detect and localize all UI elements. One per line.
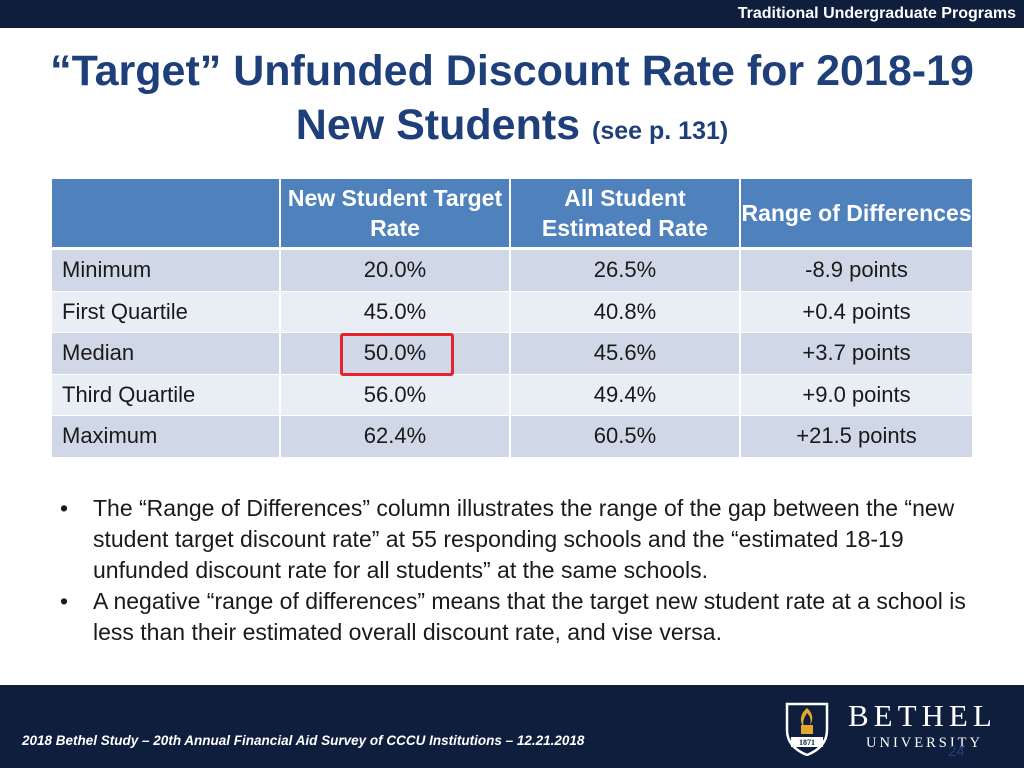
bullet-item: • A negative “range of differences” mean… — [60, 586, 980, 648]
bullet-text: A negative “range of differences” means … — [93, 588, 966, 645]
slide-title-reference: (see p. 131) — [592, 117, 729, 145]
range-cell: +0.4 points — [741, 291, 972, 333]
target-rate-cell: 20.0% — [281, 250, 511, 292]
slide-title-main: “Target” Unfunded Discount Rate for 2018… — [50, 47, 974, 149]
estimated-rate-cell: 26.5% — [511, 250, 741, 292]
footer-bar: 2018 Bethel Study – 20th Annual Financia… — [0, 685, 1024, 768]
row-label: Third Quartile — [52, 374, 281, 416]
range-cell: +9.0 points — [741, 374, 972, 416]
table-row: Third Quartile 56.0% 49.4% +9.0 points — [52, 374, 972, 416]
column-header-target-rate: New Student Target Rate — [281, 179, 511, 250]
bullet-dot-icon: • — [60, 588, 69, 614]
page-number: 24 — [948, 743, 965, 760]
range-cell: +21.5 points — [741, 416, 972, 458]
bullet-item: • The “Range of Differences” column illu… — [60, 493, 980, 586]
explanation-bullets: • The “Range of Differences” column illu… — [60, 493, 980, 648]
column-header-blank — [52, 179, 281, 250]
target-rate-cell: 50.0% — [281, 333, 511, 375]
row-label: Minimum — [52, 250, 281, 292]
logo-name: BETHEL — [848, 698, 997, 733]
table-row: Median 50.0% 45.6% +3.7 points — [52, 333, 972, 375]
footer-citation: 2018 Bethel Study – 20th Annual Financia… — [22, 733, 585, 748]
row-label: Maximum — [52, 416, 281, 458]
target-rate-cell: 56.0% — [281, 374, 511, 416]
table-row: Minimum 20.0% 26.5% -8.9 points — [52, 250, 972, 292]
column-header-estimated-rate: All Student Estimated Rate — [511, 179, 741, 250]
estimated-rate-cell: 49.4% — [511, 374, 741, 416]
bullet-text: The “Range of Differences” column illust… — [93, 495, 955, 583]
discount-rate-table: New Student Target Rate All Student Esti… — [52, 179, 972, 458]
table-row: Maximum 62.4% 60.5% +21.5 points — [52, 416, 972, 458]
bethel-shield-icon: 1871 — [785, 702, 829, 756]
column-header-range: Range of Differences — [741, 179, 972, 250]
table-header-row: New Student Target Rate All Student Esti… — [52, 179, 972, 250]
program-label: Traditional Undergraduate Programs — [737, 5, 1016, 22]
estimated-rate-cell: 45.6% — [511, 333, 741, 375]
table-row: First Quartile 45.0% 40.8% +0.4 points — [52, 291, 972, 333]
logo-subtitle: UNIVERSITY — [866, 735, 983, 751]
target-rate-cell: 62.4% — [281, 416, 511, 458]
bullet-dot-icon: • — [60, 495, 69, 521]
range-cell: -8.9 points — [741, 250, 972, 292]
estimated-rate-cell: 60.5% — [511, 416, 741, 458]
median-highlight-box — [340, 333, 454, 376]
top-header-bar: Traditional Undergraduate Programs — [0, 0, 1024, 28]
row-label: First Quartile — [52, 291, 281, 333]
row-label: Median — [52, 333, 281, 375]
slide-title: “Target” Unfunded Discount Rate for 2018… — [40, 44, 984, 158]
range-cell: +3.7 points — [741, 333, 972, 375]
target-rate-cell: 45.0% — [281, 291, 511, 333]
logo-year: 1871 — [799, 738, 815, 747]
estimated-rate-cell: 40.8% — [511, 291, 741, 333]
